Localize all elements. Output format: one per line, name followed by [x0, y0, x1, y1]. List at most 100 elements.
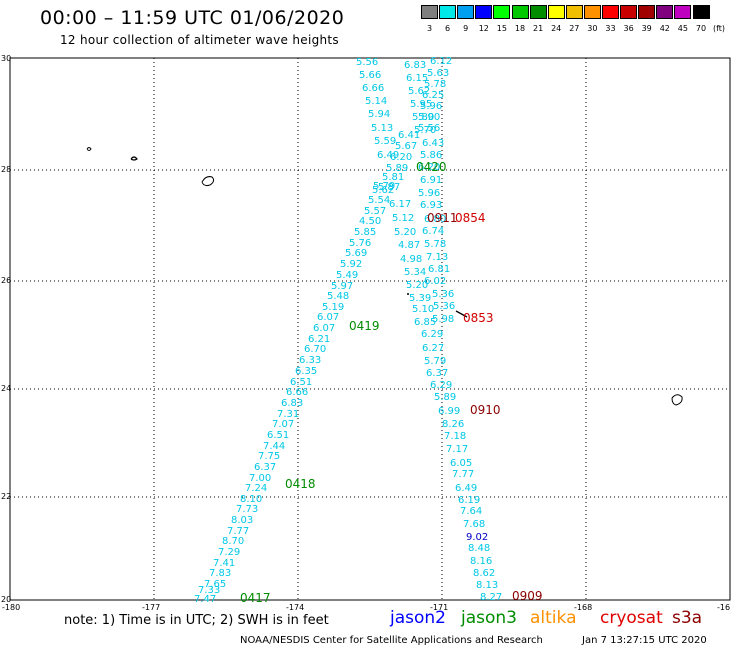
swh-value: 8.13	[476, 580, 498, 591]
swh-value: 7.18	[444, 431, 466, 442]
legend-label: 21	[533, 24, 544, 33]
swh-value: 8.70	[222, 536, 244, 547]
swh-value: 7.13	[426, 252, 448, 263]
swh-value: 5.56	[356, 57, 378, 68]
pass-time-label: 0910	[470, 403, 501, 417]
pass-time-label: 0417	[240, 591, 271, 605]
swh-value: 5.76	[349, 238, 371, 249]
swh-value: 6.29	[430, 380, 452, 391]
x-tick-label: -180	[2, 603, 20, 612]
swh-value: 7.41	[213, 558, 235, 569]
swh-value: 5.56	[418, 123, 440, 134]
legend-label: 33	[605, 24, 616, 33]
swh-value: 6.20	[390, 152, 412, 163]
y-tick-label: 20	[1, 595, 11, 604]
swh-value: 5.92	[340, 259, 362, 270]
x-tick-label: -171	[430, 603, 448, 612]
pass-time-label: 0419	[349, 319, 380, 333]
legend-swatch	[493, 5, 511, 19]
swh-value: 6.99	[438, 406, 460, 417]
swh-value: 5.78	[424, 79, 446, 90]
swh-value: 6.20	[418, 162, 440, 173]
swh-value: 6.27	[422, 343, 444, 354]
swh-value: 5.62	[372, 185, 394, 196]
mission-altika: altika	[530, 608, 577, 628]
mission-jason3: jason3	[461, 608, 517, 628]
swh-value: 6.83	[404, 60, 426, 71]
x-tick-label: -177	[142, 603, 160, 612]
swh-value: 6.51	[267, 430, 289, 441]
pass-time-label: 0420	[416, 160, 447, 174]
y-tick-label: 30	[1, 54, 11, 63]
legend-swatch	[457, 5, 475, 19]
legend-swatch	[529, 5, 547, 19]
swh-value: 8.48	[468, 543, 490, 554]
swh-value: 5.87	[378, 182, 400, 193]
swh-value: 7.77	[452, 469, 474, 480]
legend-label: 15	[496, 24, 507, 33]
pass-time-label: 0854	[455, 211, 486, 225]
legend-label: 70	[695, 24, 707, 33]
island-outline	[407, 293, 409, 295]
swh-value: 5.36	[433, 301, 455, 312]
swh-value: 7.83	[209, 568, 231, 579]
swh-value: 7.44	[263, 441, 285, 452]
island-outline	[455, 310, 468, 318]
swh-value: 6.02	[424, 276, 446, 287]
swh-value: 6.49	[455, 483, 477, 494]
swh-value: 7.33	[198, 585, 220, 596]
page-subtitle: 12 hour collection of altimeter wave hei…	[60, 33, 339, 47]
swh-value: 6.15	[406, 73, 428, 84]
island-outline	[201, 176, 215, 187]
swh-labels: 5.565.666.665.145.945.135.596.495.795.62…	[194, 56, 502, 605]
swh-value: 4.50	[359, 216, 381, 227]
legend-label: 27	[569, 24, 580, 33]
swh-value: 5.12	[392, 213, 414, 224]
swh-value: 8.62	[473, 568, 495, 579]
swh-value: 5.10	[412, 304, 434, 315]
swh-value: 6.81	[428, 264, 450, 275]
map-frame	[9, 57, 731, 601]
swh-value: 5.48	[327, 291, 349, 302]
swh-value: 7.64	[460, 506, 482, 517]
pass-time-label: 0853	[463, 311, 494, 325]
swh-value: 5.96	[420, 101, 442, 112]
legend-label: 30	[587, 24, 598, 33]
swh-value: 8.27	[480, 592, 502, 603]
swh-value: 6.66	[362, 83, 384, 94]
legend-label: 24	[551, 24, 562, 33]
page-title: 00:00 – 11:59 UTC 01/06/2020	[40, 7, 345, 29]
swh-value: 7.31	[277, 409, 299, 420]
swh-value: 6.12	[430, 56, 452, 67]
legend-swatch	[439, 5, 457, 19]
swh-value: 6.85	[414, 317, 436, 328]
swh-value: 6.29	[421, 329, 443, 340]
swh-value: 5.39	[409, 293, 431, 304]
swh-value: 5.97	[331, 281, 353, 292]
swh-value: 5.79	[424, 356, 446, 367]
swh-value: 6.17	[389, 199, 411, 210]
x-tick-label: -16	[717, 603, 730, 612]
swh-value: 5.14	[365, 96, 387, 107]
swh-value: 5.78	[424, 239, 446, 250]
swh-value: 5.89	[386, 163, 408, 174]
swh-value: 5.62	[408, 86, 430, 97]
swh-value: 5.81	[382, 172, 404, 183]
island-outline	[671, 394, 683, 406]
swh-value: 7.00	[249, 473, 271, 484]
swh-value: 5.96	[418, 188, 440, 199]
swh-value: 5.70	[414, 125, 436, 136]
swh-value: 5.19	[322, 302, 344, 313]
swh-value: 4.87	[398, 240, 420, 251]
swh-value: 5.98	[432, 314, 454, 325]
swh-value: 6.07	[313, 323, 335, 334]
swh-value: 9.02	[466, 532, 488, 543]
swh-value: 5.36	[432, 289, 454, 300]
legend-swatch	[638, 5, 656, 19]
island-outline	[86, 147, 92, 151]
swh-value: 5.59	[374, 136, 396, 147]
swh-value: 8.16	[470, 556, 492, 567]
swh-value: 6.91	[420, 175, 442, 186]
legend-swatch	[602, 5, 619, 19]
island-outlines	[86, 147, 683, 406]
